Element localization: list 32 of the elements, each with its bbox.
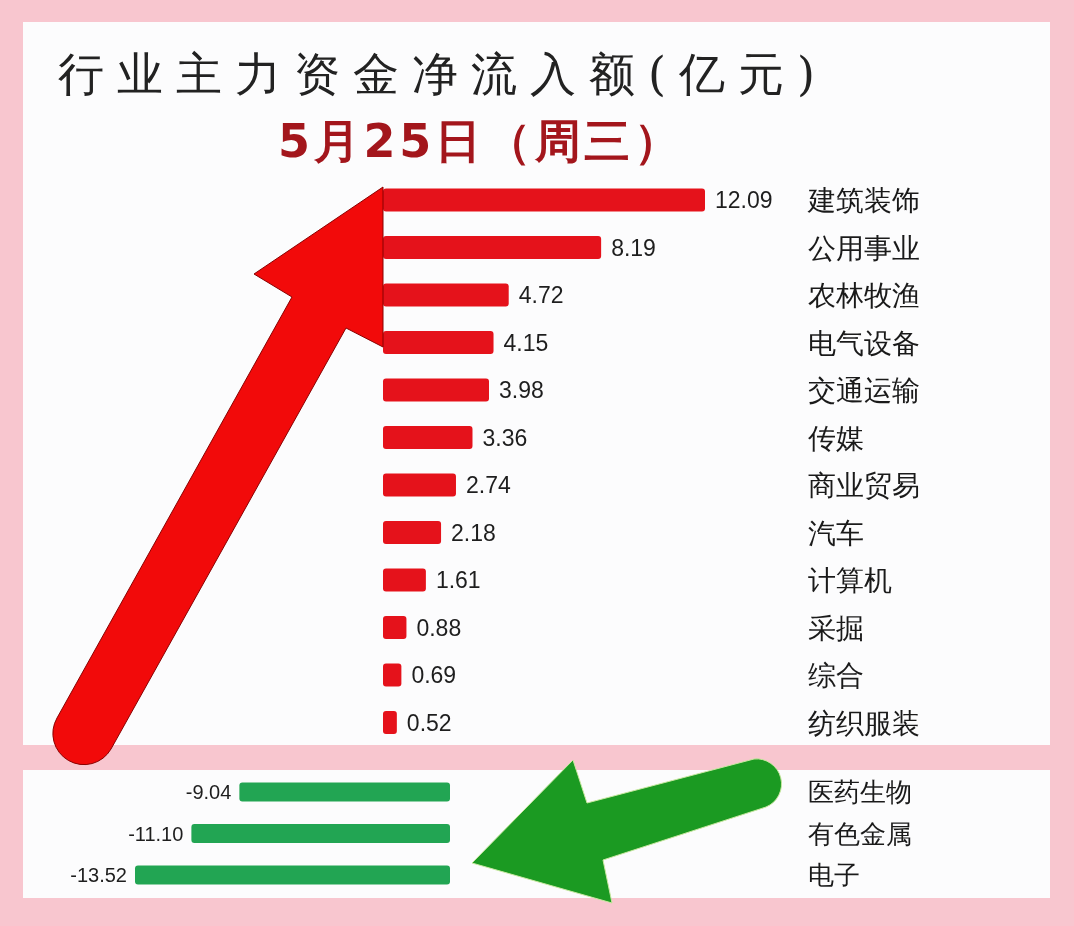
data-label: -11.10: [128, 822, 184, 845]
chart-title: 行业主力资金净流入额(亿元): [58, 47, 815, 101]
data-label: 3.36: [482, 424, 528, 451]
data-label: 2.18: [451, 519, 496, 546]
y-tick-label: 纺织服装: [808, 706, 920, 740]
data-label: 4.15: [503, 329, 549, 356]
chart-subtitle: 5月25日（周三）: [278, 114, 680, 168]
y-tick-label: 汽车: [808, 516, 864, 550]
data-label: 0.52: [406, 709, 452, 736]
y-tick-label: 综合: [808, 659, 864, 693]
y-tick-label: 医药生物: [808, 777, 912, 808]
y-tick-label: 计算机: [808, 564, 892, 598]
y-tick-label: 商业贸易: [808, 469, 920, 503]
data-label: 4.72: [518, 282, 564, 309]
data-label: 8.19: [611, 234, 656, 261]
y-tick-label: 交通运输: [808, 374, 920, 408]
data-label: -9.04: [185, 781, 232, 804]
data-label: -13.52: [70, 864, 127, 887]
data-label: 12.09: [715, 187, 773, 214]
data-label: 1.61: [435, 567, 481, 594]
y-tick-label: 采掘: [808, 611, 864, 645]
y-tick-label: 电子: [808, 860, 860, 891]
y-tick-label: 建筑装饰: [807, 184, 920, 218]
y-tick-label: 农林牧渔: [808, 279, 920, 313]
y-tick-label: 公用事业: [808, 231, 920, 265]
data-label: 2.74: [465, 472, 511, 499]
y-tick-label: 传媒: [808, 421, 864, 455]
data-label: 3.98: [499, 377, 544, 404]
data-label: 0.69: [411, 662, 457, 689]
y-tick-label: 电气设备: [808, 326, 920, 360]
y-tick-label: 有色金属: [808, 818, 912, 849]
data-label: 0.88: [416, 614, 462, 641]
